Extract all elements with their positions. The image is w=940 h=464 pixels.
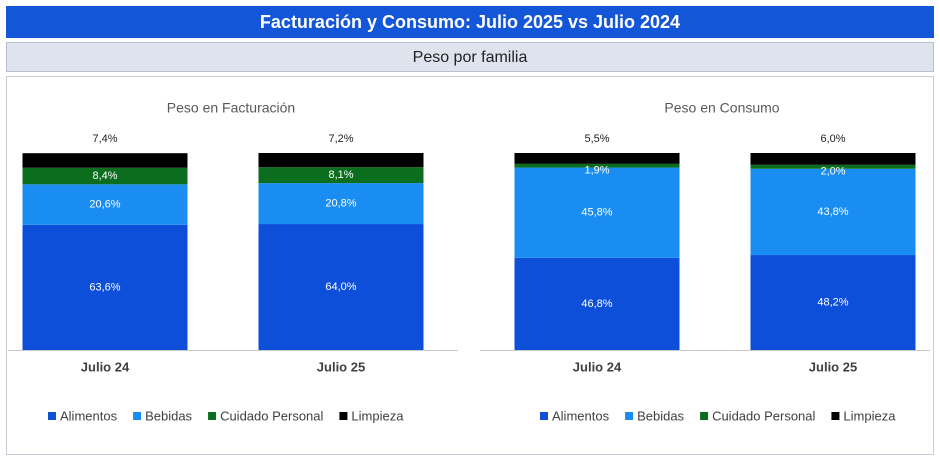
- legend-swatch: [339, 412, 348, 420]
- legend-label: Bebidas: [145, 408, 192, 423]
- bar-segment: [514, 153, 680, 164]
- legend-swatch: [48, 412, 56, 420]
- value-label: 43,8%: [817, 206, 848, 218]
- bar-segment: [258, 183, 424, 225]
- bar-segment: [22, 184, 188, 225]
- bar-segment: [258, 153, 424, 168]
- value-label: 64,0%: [325, 281, 356, 293]
- bar-segment: [258, 167, 424, 184]
- legend-swatch: [625, 412, 634, 420]
- legend-label: Alimentos: [60, 408, 118, 423]
- value-label: 7,2%: [328, 133, 353, 145]
- bar-segment: [22, 224, 188, 350]
- chart-title: Peso en Facturación: [167, 100, 295, 116]
- x-tick-label: Julio 25: [809, 359, 857, 374]
- legend-label: Limpieza: [351, 408, 404, 423]
- value-label: 8,4%: [92, 170, 117, 182]
- legend-swatch: [540, 412, 548, 420]
- value-label: 1,9%: [584, 164, 609, 176]
- value-label: 5,5%: [584, 133, 609, 145]
- panel: [6, 76, 934, 455]
- header-bar: [6, 6, 934, 38]
- chart-title: Peso en Consumo: [664, 100, 779, 116]
- value-label: 46,8%: [581, 298, 612, 310]
- legend-swatch: [700, 412, 709, 420]
- value-label: 48,2%: [817, 296, 848, 308]
- legend-swatch: [133, 412, 142, 420]
- x-tick-label: Julio 24: [81, 359, 130, 374]
- value-label: 8,1%: [328, 169, 353, 181]
- bar-segment: [22, 167, 188, 185]
- legend-swatch: [831, 412, 840, 420]
- bar-segment: [750, 153, 916, 165]
- legend-label: Alimentos: [552, 408, 610, 423]
- bar-segment: [514, 163, 680, 168]
- legend-label: Cuidado Personal: [712, 408, 815, 423]
- bar-segment: [22, 153, 188, 168]
- legend-label: Cuidado Personal: [220, 408, 323, 423]
- legend-label: Limpieza: [843, 408, 896, 423]
- bar-segment: [258, 224, 424, 350]
- bar-segment: [750, 168, 916, 256]
- value-label: 20,6%: [89, 198, 120, 210]
- value-label: 63,6%: [89, 281, 120, 293]
- value-label: 2,0%: [820, 166, 845, 178]
- value-label: 7,4%: [92, 133, 117, 145]
- value-label: 20,8%: [325, 197, 356, 209]
- value-label: 45,8%: [581, 207, 612, 219]
- x-tick-label: Julio 24: [573, 359, 622, 374]
- legend-swatch: [208, 412, 217, 420]
- x-tick-label: Julio 25: [317, 359, 365, 374]
- subtitle: Peso por familia: [413, 49, 528, 66]
- bar-segment: [514, 257, 680, 350]
- bar-segment: [750, 255, 916, 350]
- legend-label: Bebidas: [637, 408, 684, 423]
- value-label: 6,0%: [820, 133, 845, 145]
- header-title: Facturación y Consumo: Julio 2025 vs Jul…: [260, 12, 680, 32]
- bar-segment: [750, 164, 916, 169]
- bar-segment: [514, 167, 680, 258]
- subtitle-bar: [6, 42, 934, 72]
